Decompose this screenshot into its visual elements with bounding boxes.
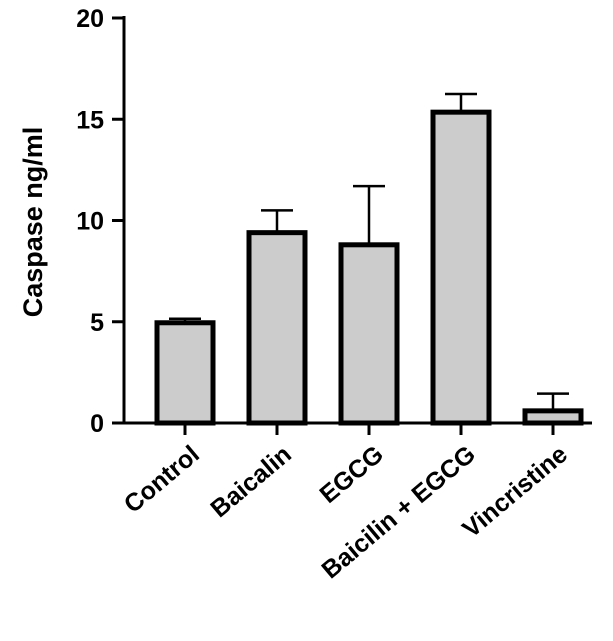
y-tick-label-0: 0 — [90, 410, 104, 438]
bar-4 — [522, 408, 584, 426]
bars-layer — [154, 109, 584, 426]
bar-2 — [338, 242, 400, 426]
bar-3 — [430, 109, 492, 426]
x-tick-label-3: Baicilin + EGCG — [317, 440, 481, 584]
bar-1 — [246, 230, 308, 426]
y-tick-label-3: 15 — [76, 106, 104, 134]
y-tick-label-4: 20 — [76, 5, 104, 33]
x-tick-label-0: Control — [119, 440, 205, 519]
y-tick-label-2: 10 — [76, 208, 104, 236]
y-axis-title: Caspase ng/ml — [18, 127, 48, 318]
x-tick-label-2: EGCG — [314, 440, 388, 509]
x-tick-label-1: Baicalin — [205, 440, 296, 523]
error-bars-layer — [169, 92, 569, 411]
axes-layer — [112, 16, 592, 435]
y-tick-label-1: 5 — [90, 309, 104, 337]
bar-0 — [154, 320, 216, 426]
